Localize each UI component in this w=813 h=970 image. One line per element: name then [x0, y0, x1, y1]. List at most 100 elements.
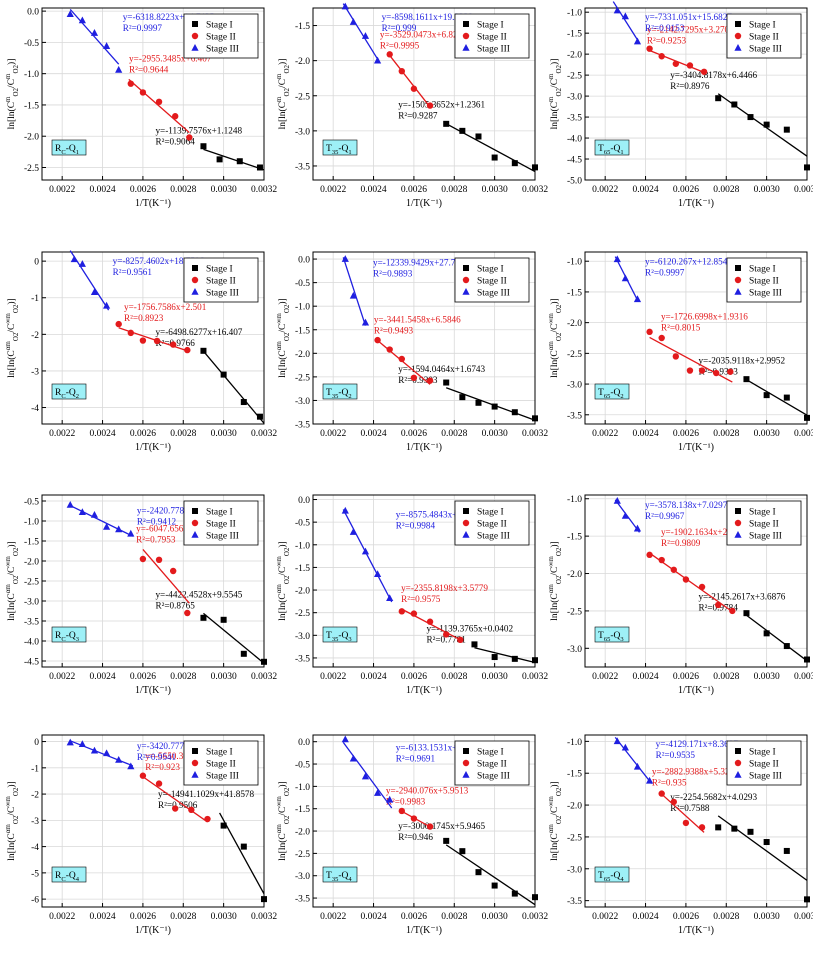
data-point — [90, 29, 99, 36]
fit-line — [128, 78, 190, 134]
legend-label: Stage III — [477, 289, 510, 299]
y-tick-label: 0 — [34, 738, 39, 748]
chart-panel-7: 0.0022 0.0024 0.0026 0.0028 0.0030 0.0032 -4.5… — [4, 494, 277, 696]
sample-tag-label: T65-Q1 — [598, 144, 624, 156]
y-tick-label: -2.0 — [295, 57, 310, 67]
x-axis-title: 1/T(K⁻¹) — [678, 925, 714, 936]
data-point — [646, 551, 653, 559]
y-axis-title-part: O2 — [283, 332, 291, 341]
y-axis-title: ln[ln(CαmO2/C∞mO2)] — [275, 541, 291, 620]
x-tick-label: 0.0032 — [522, 185, 548, 195]
sample-tag-part: C — [61, 393, 65, 400]
fit-equation: y=-4129.171x+8.3697 — [656, 739, 739, 749]
sample-tag-part: -Q — [66, 144, 76, 154]
y-axis-title-part: /C — [7, 807, 17, 816]
y-axis-title: ln[ln(CαmO2/C∞mO2)] — [4, 541, 20, 620]
sample-tag-part: 3 — [76, 636, 79, 643]
data-point — [426, 618, 434, 625]
x-tick-label: 0.0028 — [170, 672, 196, 682]
legend-marker — [462, 288, 470, 295]
y-axis-title-part: O2 — [555, 575, 563, 584]
data-point — [443, 837, 450, 844]
fit-line — [142, 549, 190, 604]
legend-label: Stage III — [749, 772, 782, 782]
data-point — [763, 392, 770, 399]
x-tick-label: 0.0026 — [673, 912, 699, 922]
fit-line — [342, 741, 393, 809]
data-point — [127, 329, 134, 337]
y-axis-title-part: O2 — [555, 87, 563, 96]
sample-tag-label: T65-Q3 — [598, 631, 624, 643]
y-axis-title-part: ln[ln(C — [549, 833, 560, 860]
x-tick-label: 0.0028 — [170, 912, 196, 922]
y-axis-title-part: O2 — [283, 547, 291, 556]
x-tick-label: 0.0022 — [49, 672, 75, 682]
plot-frame — [584, 251, 808, 425]
r-squared: R²=0.8015 — [661, 322, 701, 332]
data-point — [115, 65, 123, 73]
y-axis-title: ln[ln(CαmO2/C∞mO2)] — [547, 541, 563, 620]
legend-label: Stage II — [749, 760, 779, 770]
chart-panel-9: 0.0022 0.0024 0.0026 0.0028 0.0030 0.0032 -3.0… — [547, 494, 813, 696]
x-tick-label: 0.0030 — [211, 912, 237, 922]
y-tick-label: -3 — [31, 367, 39, 377]
legend-marker — [462, 759, 470, 767]
data-point — [172, 805, 179, 812]
r-squared: R²=0.9995 — [380, 40, 420, 50]
data-point — [686, 62, 694, 69]
x-tick-label: 0.0032 — [251, 912, 277, 922]
chart-panel-5: 0.0022 0.0024 0.0026 0.0028 0.0030 0.0032 -3.5… — [275, 251, 548, 453]
data-point — [398, 608, 405, 615]
y-axis-title-part: O2 — [12, 304, 20, 313]
fit-equation: y=-7331.051x+15.6827 — [645, 12, 732, 22]
plot-frame — [312, 494, 536, 668]
plot-frame — [41, 734, 265, 908]
x-tick-label: 0.0024 — [89, 672, 115, 682]
fit-line — [746, 379, 808, 416]
legend-marker — [191, 44, 199, 51]
y-axis-title: ln[ln(CαmO2/C∞mO2)] — [275, 781, 291, 860]
legend: Stage I Stage II Stage III — [726, 257, 802, 303]
y-tick-label: -1.5 — [567, 770, 582, 780]
x-tick-label: 0.0022 — [592, 429, 618, 439]
y-tick-label: -2.0 — [295, 587, 310, 597]
data-point — [155, 556, 163, 563]
fit-equation: y=-6120.267x+12.8547 — [645, 257, 732, 267]
fit-equation: y=-2145.2617x+3.6876 — [698, 591, 785, 601]
x-tick-label: 0.0030 — [482, 912, 508, 922]
y-tick-label: -3.0 — [567, 93, 582, 103]
data-point — [410, 610, 418, 617]
r-squared: R²=0.9984 — [396, 520, 436, 530]
y-axis-title-part: )] — [549, 298, 560, 304]
sample-tag-box — [51, 383, 87, 400]
x-tick-label: 0.0028 — [713, 429, 739, 439]
y-tick-label: -4.5 — [567, 156, 582, 166]
legend: Stage I Stage II Stage III — [726, 500, 802, 546]
r-squared: R²=0.9412 — [137, 517, 177, 527]
sample-tag-label: RC-Q3 — [55, 631, 79, 643]
y-axis-title-part: m — [275, 96, 283, 102]
data-point — [204, 815, 211, 823]
legend-label: Stage II — [477, 277, 507, 287]
sample-tag-box — [594, 626, 630, 643]
y-tick-label: -2.5 — [24, 164, 39, 174]
y-tick-label: -3.0 — [295, 872, 310, 882]
fit-equation: y=-8257.4602x+18.7506 — [113, 256, 205, 266]
y-axis-title-part: ∞m — [275, 796, 283, 807]
x-tick-label: 0.0022 — [49, 429, 75, 439]
sample-tag-box — [322, 383, 358, 400]
y-tick-label: -2 — [31, 791, 39, 801]
sample-tag: T35-Q1 — [322, 139, 358, 156]
y-axis-title-part: /C — [550, 567, 560, 576]
data-point — [491, 882, 498, 889]
y-tick-label: -4 — [31, 843, 39, 853]
y-tick-label: -4.5 — [24, 658, 39, 668]
x-tick-label: 0.0030 — [754, 185, 780, 195]
